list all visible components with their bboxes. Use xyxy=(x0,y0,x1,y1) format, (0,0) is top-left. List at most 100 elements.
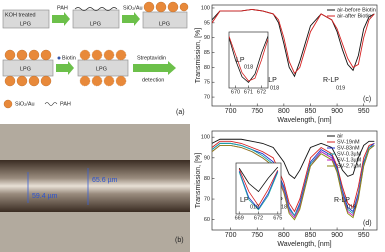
x-tick-label: 950 xyxy=(358,232,370,239)
y-tick-label: 80 xyxy=(204,65,210,71)
legend-label: SV-83nM xyxy=(337,145,360,151)
x-tick-label: 671 xyxy=(244,89,253,95)
legend-label: SV-2.7µM xyxy=(337,163,362,169)
nanoparticle xyxy=(40,49,52,61)
biotin-dot xyxy=(57,56,61,60)
nanoparticle xyxy=(28,75,40,87)
y-tick-label: 90 xyxy=(204,35,210,41)
nanoparticle xyxy=(155,1,167,13)
y-tick-label: 95 xyxy=(204,20,210,26)
chart: 700 750 800 850 900 950 60 70 80 90 100 Wavelength,… xyxy=(195,130,378,248)
label: KOH treated xyxy=(5,12,36,18)
fiber-image xyxy=(0,160,190,212)
fiber xyxy=(142,11,188,29)
nanoparticle xyxy=(79,75,91,87)
legend-label: SV-19nM xyxy=(337,139,360,145)
line xyxy=(212,140,375,213)
panel-label: (c) xyxy=(363,96,371,103)
label: LPG xyxy=(20,66,31,72)
diagram: KOH treated LPG PAH LPG SiO₂/Au LPG LPG … xyxy=(2,1,189,116)
legend-label: air-before Biotin xyxy=(337,7,376,13)
x-tick-label: 672 xyxy=(257,89,266,95)
nanoparticle xyxy=(179,2,189,12)
panel-label: (d) xyxy=(363,220,372,227)
label: detection xyxy=(142,77,164,83)
y-tick-label: 80 xyxy=(204,176,210,182)
x-tick-label: 672 xyxy=(254,215,263,221)
annotation: LP xyxy=(240,197,249,204)
line xyxy=(212,138,375,180)
x-tick-label: 670 xyxy=(231,89,240,95)
nanoparticle xyxy=(91,49,103,61)
label: SiO₂/Au xyxy=(123,5,143,11)
x-tick-label: 800 xyxy=(278,232,290,239)
x-axis-label: Wavelength, [nm] xyxy=(277,117,331,124)
x-tick-label: 750 xyxy=(251,108,263,115)
nanoparticle xyxy=(4,49,16,61)
legend-label: SV-1.3µM xyxy=(337,157,362,163)
x-tick-label: 850 xyxy=(305,232,317,239)
measurement: 65.6 µm xyxy=(92,177,118,184)
legend-label: SiO₂/Au xyxy=(15,101,35,107)
panel-label: (b) xyxy=(175,237,184,244)
arrow xyxy=(133,61,176,75)
x-tick-label: 950 xyxy=(358,108,370,115)
label: LPG xyxy=(96,66,107,72)
legend-label: air-after Biotin xyxy=(337,13,371,19)
line xyxy=(229,36,268,83)
annotation: L-LP xyxy=(262,77,277,84)
annotation: 018 xyxy=(250,204,259,210)
fiber xyxy=(2,59,54,77)
legend-label: SV-0.3µM xyxy=(337,151,362,157)
x-tick-label: 900 xyxy=(331,232,343,239)
label: PAH xyxy=(57,5,68,11)
annotation: R-LP xyxy=(323,77,339,84)
legend-symbol xyxy=(3,99,13,109)
x-tick-label: 669 xyxy=(235,215,244,221)
nanoparticle xyxy=(103,49,115,61)
panel-label: (a) xyxy=(176,109,185,116)
y-tick-label: 60 xyxy=(204,217,210,223)
label: LPG xyxy=(20,21,31,27)
arrow xyxy=(122,12,140,26)
y-tick-label: 70 xyxy=(204,95,210,101)
nanoparticle xyxy=(28,49,40,61)
legend-label: PAH xyxy=(60,101,71,107)
nanoparticle xyxy=(167,1,179,13)
legend-label: air xyxy=(337,133,343,139)
nanoparticle xyxy=(4,75,16,87)
y-tick-label: 70 xyxy=(204,197,210,203)
legend-symbol xyxy=(44,102,58,106)
nanoparticle xyxy=(143,1,155,13)
arrow xyxy=(52,12,70,26)
x-tick-label: 700 xyxy=(225,108,237,115)
annotation: 018 xyxy=(278,204,287,210)
micrograph: 65.6 µm 59.4 µm (b) xyxy=(0,124,190,252)
nanoparticle xyxy=(115,49,127,61)
line xyxy=(212,142,375,217)
line xyxy=(212,9,375,75)
y-tick-label: 90 xyxy=(204,155,210,161)
x-tick-label: 675 xyxy=(273,215,282,221)
line xyxy=(238,166,279,193)
line xyxy=(238,168,279,207)
annotation: 019 xyxy=(347,204,356,210)
line xyxy=(229,36,268,82)
label: LPG xyxy=(90,21,101,27)
line xyxy=(238,172,279,211)
fiber xyxy=(2,9,50,29)
fiber xyxy=(77,59,129,77)
label: LPG xyxy=(159,21,170,27)
x-tick-label: 700 xyxy=(225,232,237,239)
annotation: 018 xyxy=(270,85,279,91)
nanoparticle xyxy=(103,75,115,87)
nanoparticle xyxy=(16,49,28,61)
x-axis-label: Wavelength, [nm] xyxy=(277,241,331,248)
label: Streptavidin xyxy=(137,55,166,61)
fiber xyxy=(72,9,120,29)
x-tick-label: 800 xyxy=(278,108,290,115)
